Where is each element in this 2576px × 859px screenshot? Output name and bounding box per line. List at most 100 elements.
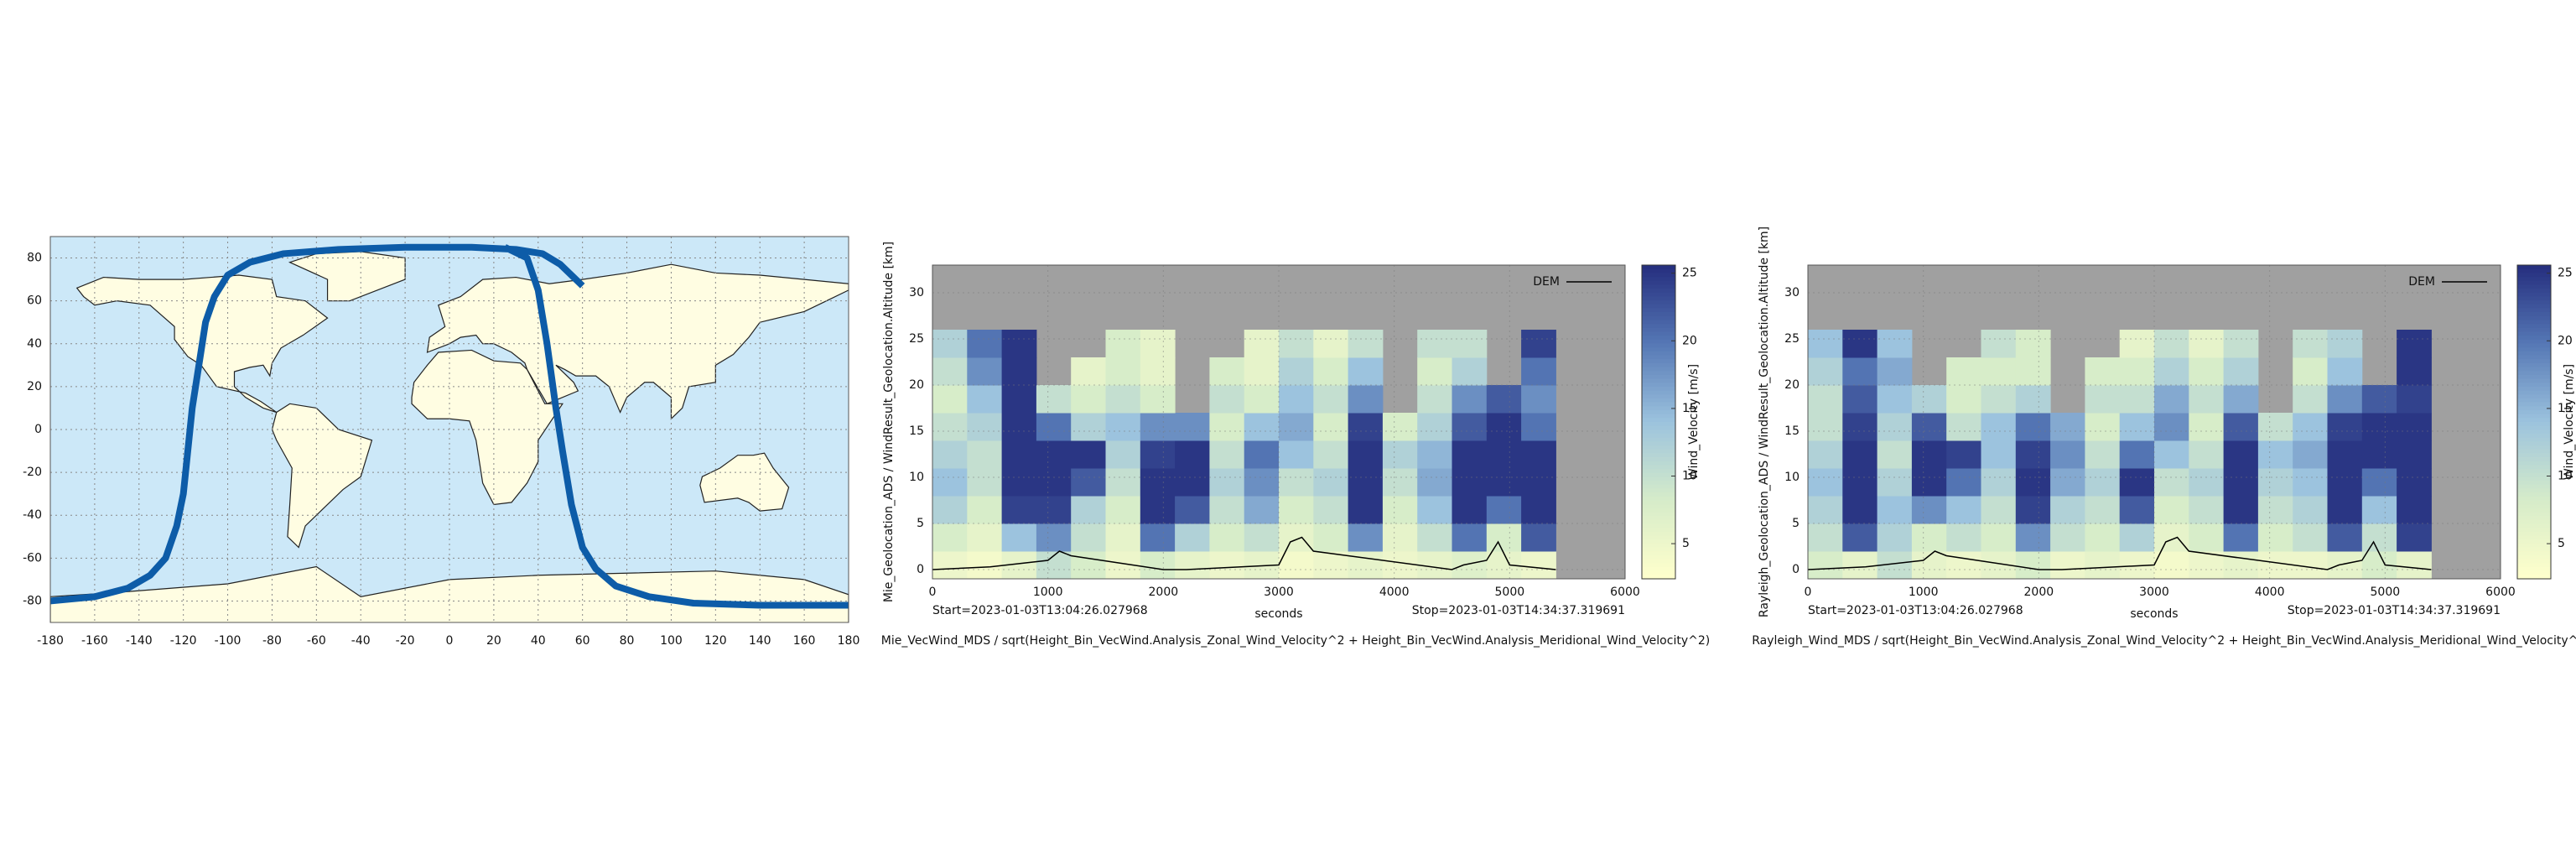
heatmap-cell — [1946, 468, 1981, 497]
heatmap-cell — [1521, 413, 1556, 441]
colorbar-segment — [2517, 390, 2551, 395]
heatmap-cell — [1244, 385, 1280, 414]
y-tick-label: -40 — [23, 508, 42, 522]
colorbar-segment — [2517, 441, 2551, 446]
colorbar-segment — [1642, 484, 1675, 490]
heatmap-cell — [1417, 385, 1452, 414]
heatmap-cell — [1382, 440, 1418, 469]
colorbar-segment — [2517, 367, 2551, 372]
colorbar-segment — [1642, 374, 1675, 380]
heatmap-cell — [1071, 413, 1106, 441]
heatmap-cell — [1209, 496, 1245, 524]
heatmap-cell — [1981, 440, 2017, 469]
heatmap-cell — [1842, 440, 1878, 469]
colorbar-segment — [2517, 371, 2551, 376]
heatmap-cell — [2189, 496, 2225, 524]
colorbar-segment — [1642, 320, 1675, 325]
heatmap-cell — [1348, 413, 1384, 441]
eurasia — [428, 264, 849, 419]
colorbar-segment — [2517, 268, 2551, 273]
colorbar-tick-label: 5 — [2558, 537, 2565, 550]
heatmap-cell — [1382, 496, 1418, 524]
heatmap-cell — [2327, 330, 2363, 358]
heatmap-cell — [1279, 385, 1314, 414]
heatmap-cell — [1521, 523, 1556, 552]
x-tick-label: 1000 — [1033, 586, 1063, 599]
colorbar-segment — [1642, 390, 1675, 395]
heatmap-cell — [1946, 440, 1981, 469]
colorbar-segment — [1642, 296, 1675, 301]
colorbar-segment — [2517, 535, 2551, 540]
colorbar-tick-label: 10 — [1682, 469, 1697, 482]
colorbar-segment — [2517, 430, 2551, 435]
heatmap-cell — [2119, 330, 2155, 358]
colorbar-segment — [2517, 465, 2551, 470]
y-tick-label: 25 — [909, 332, 924, 346]
heatmap-cell — [1071, 385, 1106, 414]
dem-line — [1807, 536, 2432, 570]
heatmap-cell — [1348, 330, 1384, 358]
colorbar-segment — [2517, 449, 2551, 454]
heatmap-cell — [932, 551, 968, 580]
y-tick-label: 10 — [1784, 471, 1800, 484]
colorbar-segment — [2517, 320, 2551, 325]
colorbar-segment — [2517, 445, 2551, 450]
colorbar-segment — [2517, 484, 2551, 490]
colorbar-segment — [2517, 300, 2551, 305]
heatmap-cell — [967, 413, 1003, 441]
heatmap-cell — [1877, 357, 1913, 386]
heatmap-cell — [1105, 496, 1141, 524]
colorbar-segment — [2517, 504, 2551, 509]
colorbar-segment — [1642, 453, 1675, 458]
heatmap-cell — [1452, 413, 1488, 441]
heatmap-cell — [2085, 551, 2121, 580]
plot-frame — [1807, 264, 2501, 580]
x-tick-label: 6000 — [1610, 586, 1640, 599]
heatmap-cell — [1486, 523, 1522, 552]
heatmap-cell — [932, 385, 968, 414]
x-tick-label: 4000 — [2255, 586, 2285, 599]
colorbar-tick-label: 15 — [1682, 402, 1697, 415]
heatmap-cell — [1382, 468, 1418, 497]
heatmap-cell — [1279, 330, 1314, 358]
heatmap-cell — [2397, 523, 2432, 552]
colorbar-segment — [2517, 457, 2551, 462]
colorbar-segment — [1642, 551, 1675, 556]
heatmap-cell — [2223, 330, 2259, 358]
colorbar-segment — [2517, 386, 2551, 392]
heatmap-cell — [967, 496, 1003, 524]
x-tick-label: 40 — [531, 634, 546, 648]
colorbar-segment — [1642, 347, 1675, 352]
colorbar-segment — [2517, 500, 2551, 505]
y-tick-label: 40 — [27, 337, 42, 351]
heatmap-cell — [932, 440, 968, 469]
heatmap-cell — [2361, 523, 2397, 552]
heatmap-cell — [1842, 385, 1878, 414]
heatmap-cell — [1521, 468, 1556, 497]
heatmap-cell — [1946, 496, 1981, 524]
heatmap-cell — [2327, 413, 2363, 441]
heatmap-cell — [967, 330, 1003, 358]
heatmap-cell — [1981, 385, 2017, 414]
x-tick-label: 60 — [575, 634, 590, 648]
heatmap-cell — [1348, 468, 1384, 497]
heatmap-cell — [1946, 413, 1981, 441]
y-tick-label: 25 — [1784, 332, 1800, 346]
heatmap-cell — [1521, 440, 1556, 469]
colorbar-segment — [1642, 528, 1675, 533]
heatmap-cell — [1105, 330, 1141, 358]
colorbar-segment — [1642, 559, 1675, 564]
colorbar-segment — [2517, 570, 2551, 575]
x-tick-label: -160 — [81, 634, 108, 648]
colorbar-segment — [1642, 512, 1675, 517]
heatmap-cell — [1452, 551, 1488, 580]
stop-label: Stop=2023-01-03T14:34:37.319691 — [1412, 604, 1625, 617]
colorbar-segment — [2517, 398, 2551, 403]
heatmap-cell — [1071, 496, 1106, 524]
heatmap-cell — [2015, 468, 2051, 497]
colorbar-segment — [1642, 324, 1675, 329]
colorbar-segment — [2517, 343, 2551, 348]
heatmap-cell — [1348, 385, 1384, 414]
colorbar-segment — [1642, 481, 1675, 486]
x-tick-label: -100 — [215, 634, 242, 648]
